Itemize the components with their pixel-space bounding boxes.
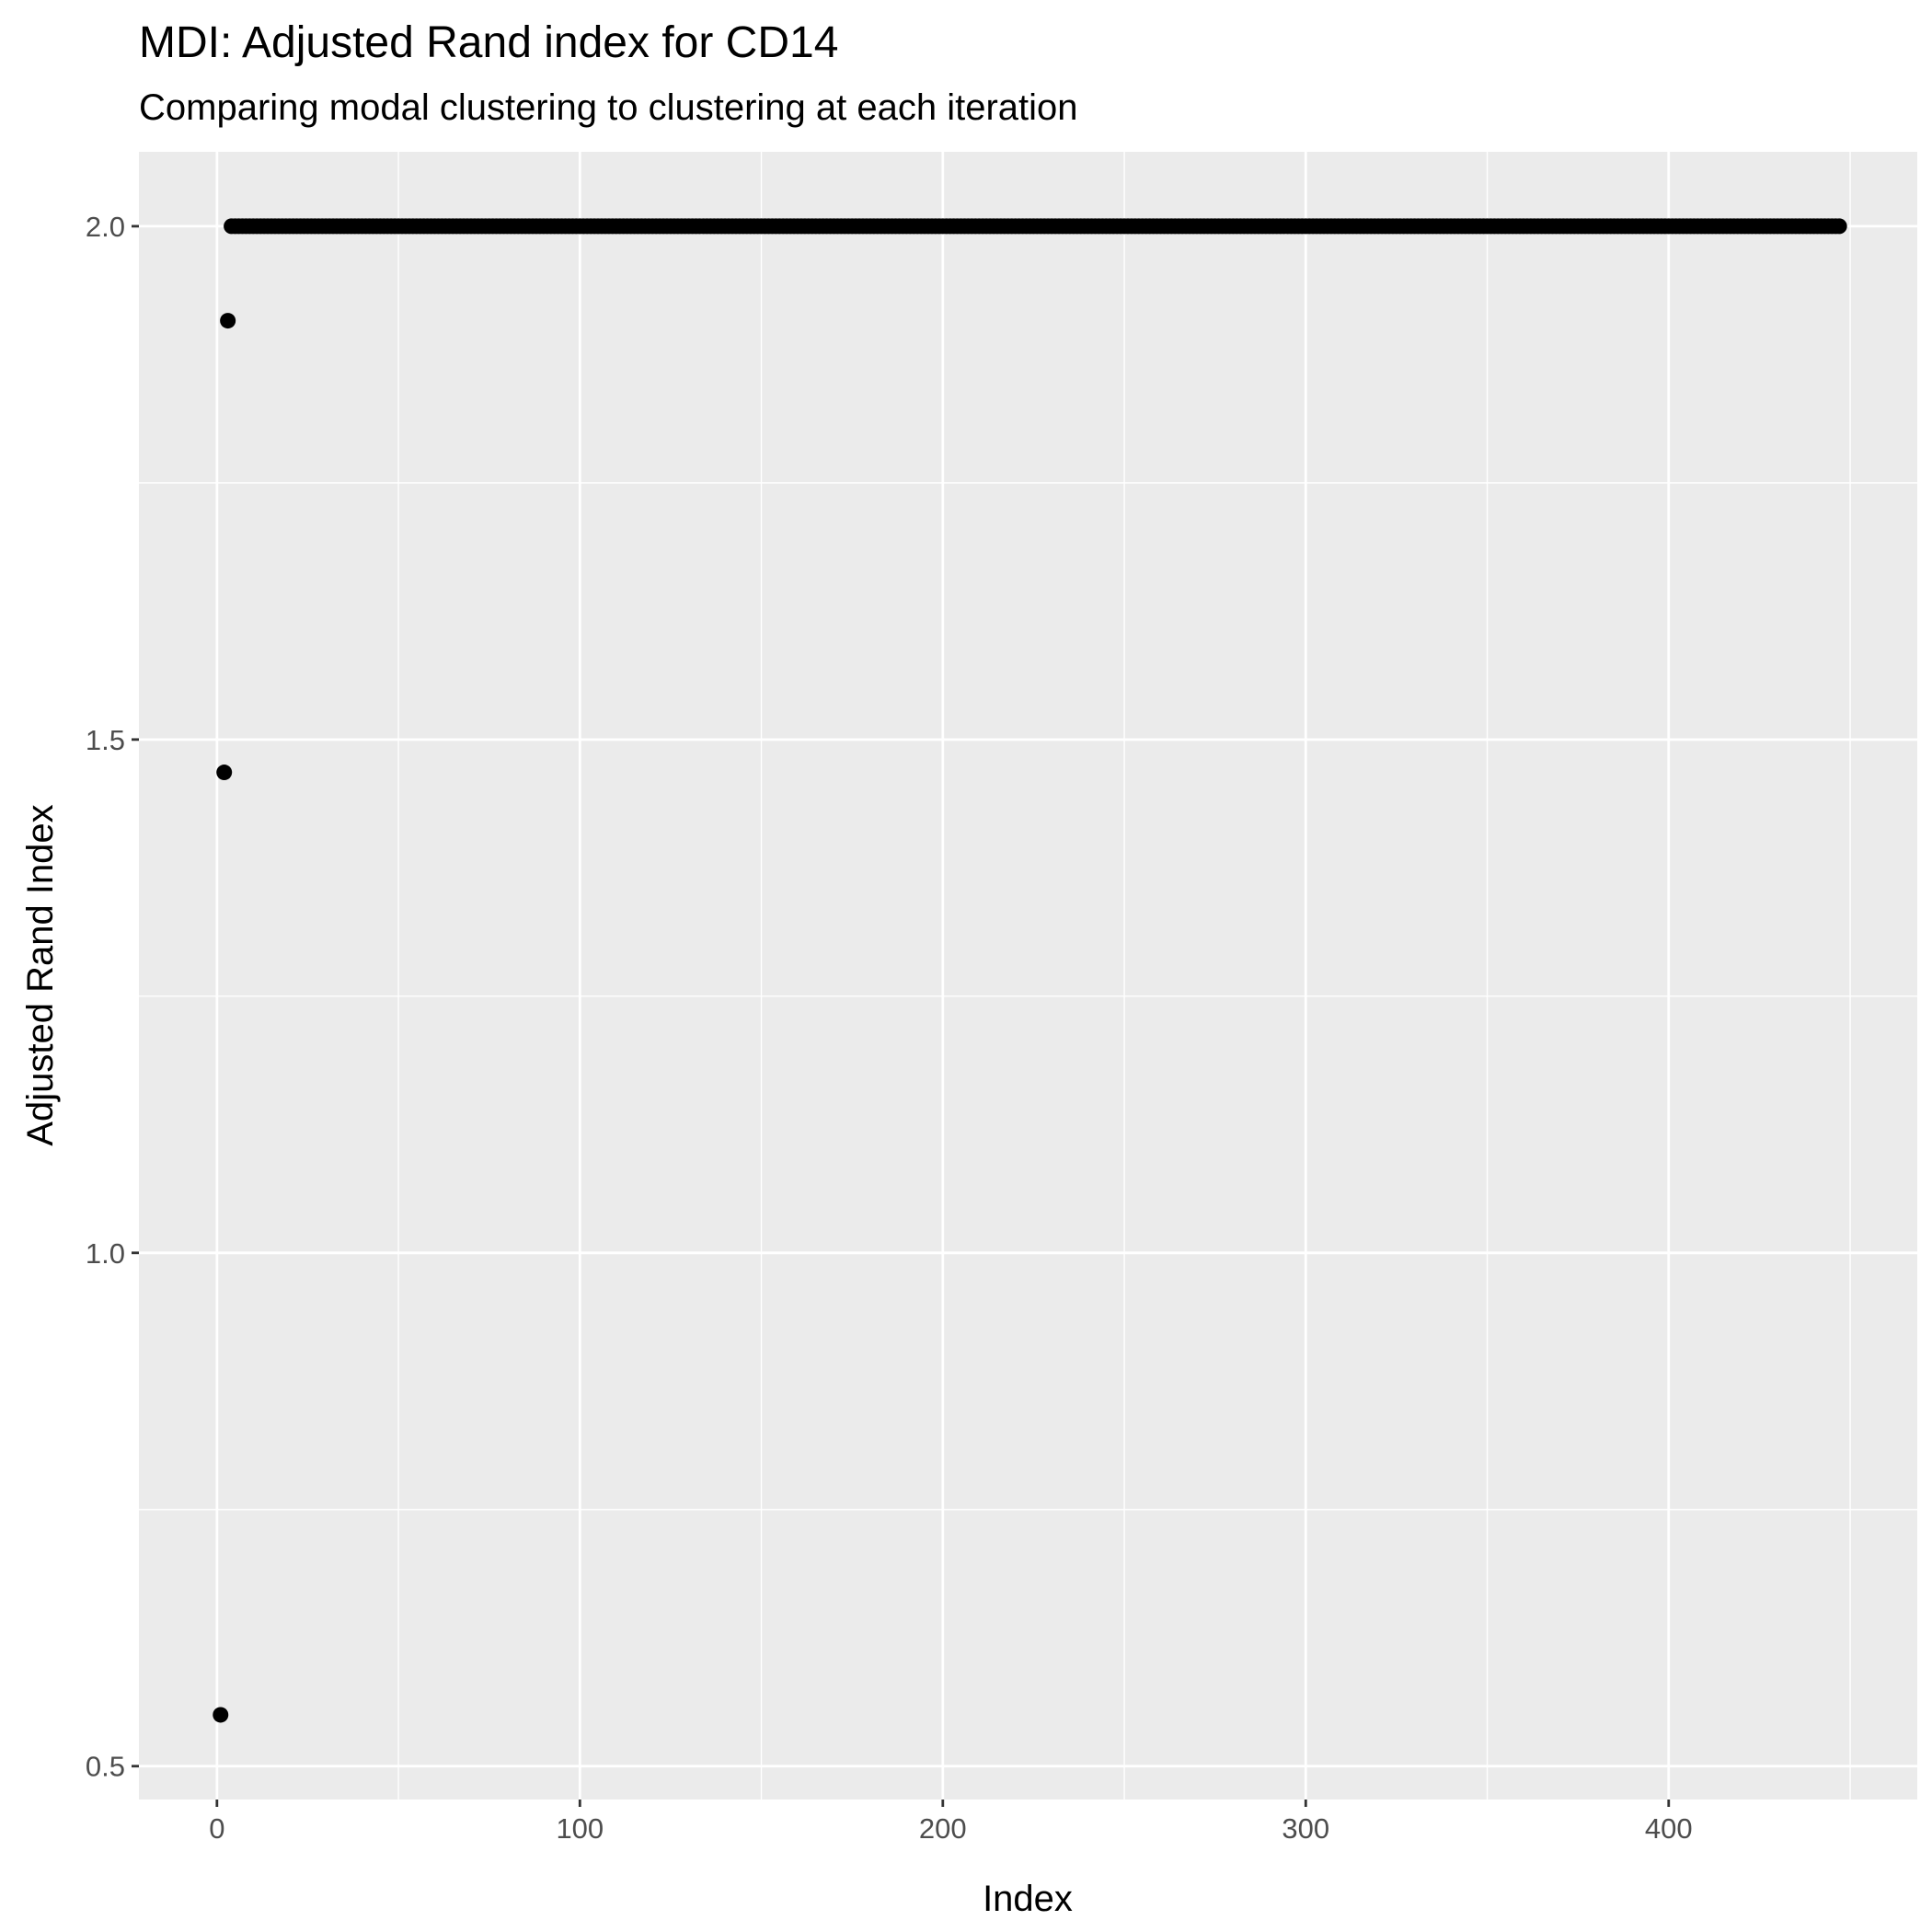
plot-panel <box>139 152 1917 1800</box>
chart-title: MDI: Adjusted Rand index for CD14 <box>139 18 838 67</box>
x-tick-label: 100 <box>556 1812 604 1845</box>
y-tick-label: 1.0 <box>86 1237 125 1270</box>
x-tick-label: 0 <box>209 1812 224 1845</box>
data-point <box>216 765 233 781</box>
x-tick-label: 300 <box>1282 1812 1329 1845</box>
y-tick-label: 0.5 <box>86 1751 125 1783</box>
data-points <box>213 218 1847 1723</box>
data-point <box>213 1707 229 1723</box>
x-axis: 0 100 200 300 400 <box>209 1800 1693 1845</box>
data-point <box>220 313 236 329</box>
data-point <box>1831 218 1847 235</box>
y-axis: 0.5 1.0 1.5 2.0 <box>86 211 139 1783</box>
x-tick-label: 200 <box>919 1812 967 1845</box>
x-tick-label: 400 <box>1645 1812 1693 1845</box>
chart-subtitle: Comparing modal clustering to clustering… <box>139 87 1078 128</box>
y-tick-label: 2.0 <box>86 211 125 243</box>
grid-minor <box>139 152 1917 1800</box>
y-axis-title: Adjusted Rand Index <box>20 804 61 1145</box>
y-tick-label: 1.5 <box>86 724 125 756</box>
x-axis-title: Index <box>983 1879 1073 1919</box>
